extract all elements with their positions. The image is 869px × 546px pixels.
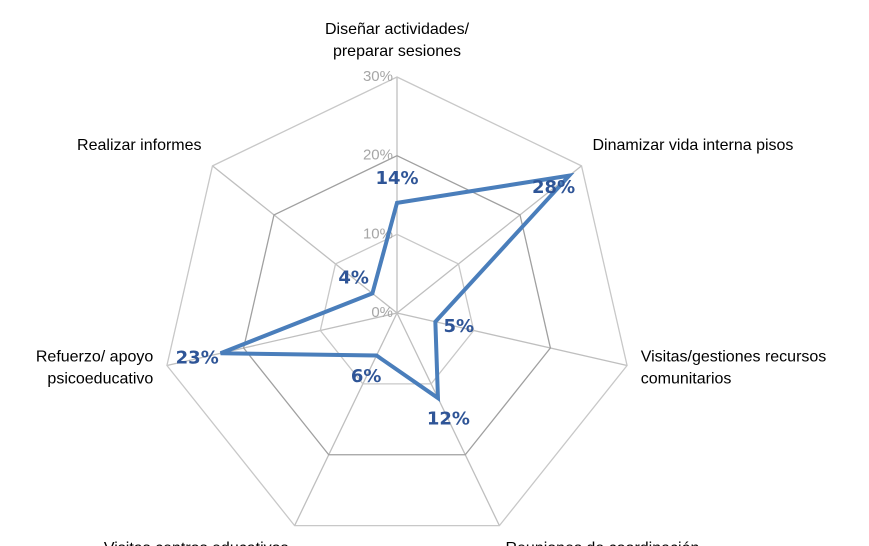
value-label: 6%	[351, 366, 382, 387]
y-tick-label: 0%	[371, 304, 393, 321]
category-label: Dinamizar vida interna pisos	[592, 137, 793, 154]
spoke	[212, 165, 398, 314]
spoke	[396, 165, 582, 314]
category-label-line: Visitas/gestiones recursos	[641, 349, 827, 366]
value-label: 28%	[532, 177, 575, 198]
category-label: Diseñar actividades/preparar sesiones	[325, 21, 470, 60]
spoke	[294, 312, 398, 526]
category-label: Refuerzo/ apoyo psicoeducativo	[36, 349, 154, 388]
value-label: 4%	[338, 267, 369, 288]
category-label-line: Diseñar actividades/	[325, 21, 470, 38]
category-label-line: Visitas centros educativos	[104, 540, 289, 546]
value-label: 23%	[176, 348, 219, 369]
category-label: Visitas centros educativos	[104, 540, 289, 546]
category-label-line: Dinamizar vida interna pisos	[592, 137, 793, 154]
value-label: 5%	[443, 316, 474, 337]
value-label: 12%	[427, 409, 470, 430]
spoke	[396, 312, 500, 526]
category-label-line: preparar sesiones	[333, 43, 461, 60]
spoke	[166, 312, 398, 367]
y-tick-label: 30%	[363, 68, 393, 85]
category-label: Realizar informes	[77, 137, 201, 154]
value-label: 14%	[375, 168, 418, 189]
category-label-line: Realizar informes	[77, 137, 201, 154]
grid-ring	[166, 76, 628, 527]
category-label-line: Reuniones de coordinación	[505, 540, 699, 546]
category-label: Visitas/gestiones recursos comunitarios	[641, 349, 827, 388]
grid-ring	[242, 154, 552, 456]
grid-ring	[319, 233, 475, 385]
category-label-line: psicoeducativo	[47, 371, 153, 388]
category-label: Reuniones de coordinación	[505, 540, 699, 546]
category-label-line: comunitarios	[641, 371, 732, 388]
y-tick-label: 20%	[363, 147, 393, 164]
category-label-line: Refuerzo/ apoyo	[36, 349, 154, 366]
spoke	[396, 312, 628, 367]
series-line	[219, 172, 575, 402]
